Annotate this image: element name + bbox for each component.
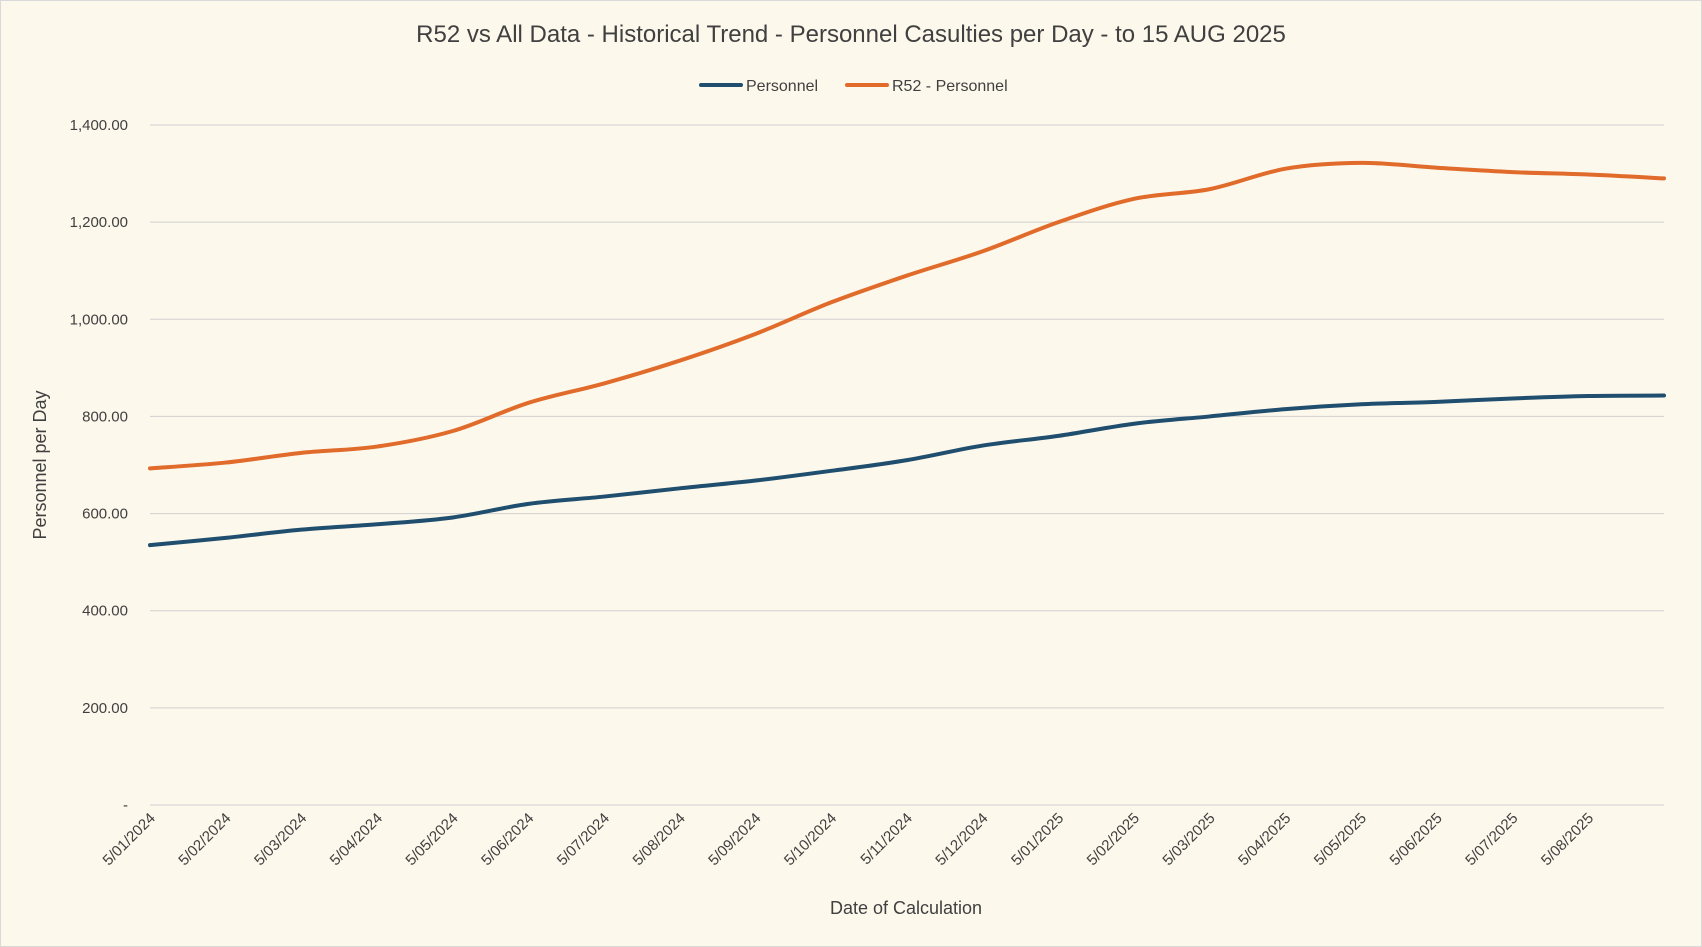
y-tick-label-1: 200.00 [82, 700, 128, 717]
x-tick-label-3: 5/04/2024 [327, 810, 386, 869]
x-tick-label-2: 5/03/2024 [251, 810, 310, 869]
x-tick-label-9: 5/10/2024 [781, 810, 840, 869]
y-axis-title: Personnel per Day [30, 390, 50, 539]
x-tick-label-7: 5/08/2024 [630, 810, 689, 869]
series-lines [148, 160, 1666, 548]
y-tick-label-2: 400.00 [82, 603, 128, 620]
y-axis-ticks: - 200.00 400.00 600.00 800.00 1,000.00 1,200.0… [70, 117, 128, 814]
legend-label-r52-personnel: R52 - Personnel [892, 78, 1008, 95]
y-tick-label-7: 1,400.00 [70, 117, 128, 134]
gridlines [150, 124, 1664, 806]
x-tick-label-5: 5/06/2024 [478, 810, 537, 869]
x-tick-label-8: 5/09/2024 [705, 810, 764, 869]
x-tick-label-4: 5/05/2024 [402, 810, 461, 869]
x-tick-label-6: 5/07/2024 [554, 810, 613, 869]
x-axis-ticks: 5/01/2024 5/02/2024 5/03/2024 5/04/2024 5/05… [100, 810, 1598, 869]
x-tick-label-10: 5/11/2024 [857, 810, 915, 868]
x-tick-label-19: 5/08/2025 [1538, 810, 1597, 869]
chart-title: R52 vs All Data - Historical Trend - Per… [416, 21, 1286, 48]
series-line-0 [148, 393, 1666, 548]
x-tick-label-18: 5/07/2025 [1462, 810, 1521, 869]
legend-label-personnel: Personnel [746, 78, 818, 95]
y-tick-label-0: - [123, 797, 128, 814]
x-tick-label-17: 5/06/2025 [1387, 810, 1446, 869]
x-tick-label-1: 5/02/2024 [175, 810, 234, 869]
x-tick-label-13: 5/02/2025 [1084, 810, 1143, 869]
x-tick-label-14: 5/03/2025 [1159, 810, 1218, 869]
x-tick-label-11: 5/12/2024 [932, 810, 991, 869]
y-tick-label-5: 1,000.00 [70, 311, 128, 328]
series-line-1 [148, 160, 1666, 471]
y-tick-label-4: 800.00 [82, 408, 128, 425]
y-tick-label-3: 600.00 [82, 506, 128, 523]
x-axis-title: Date of Calculation [830, 898, 982, 918]
x-tick-label-16: 5/05/2025 [1311, 810, 1370, 869]
x-tick-label-0: 5/01/2024 [100, 810, 159, 869]
x-tick-label-15: 5/04/2025 [1235, 810, 1294, 869]
legend: Personnel R52 - Personnel [699, 78, 1008, 95]
x-tick-label-12: 5/01/2025 [1008, 810, 1067, 869]
y-tick-label-6: 1,200.00 [70, 214, 128, 231]
